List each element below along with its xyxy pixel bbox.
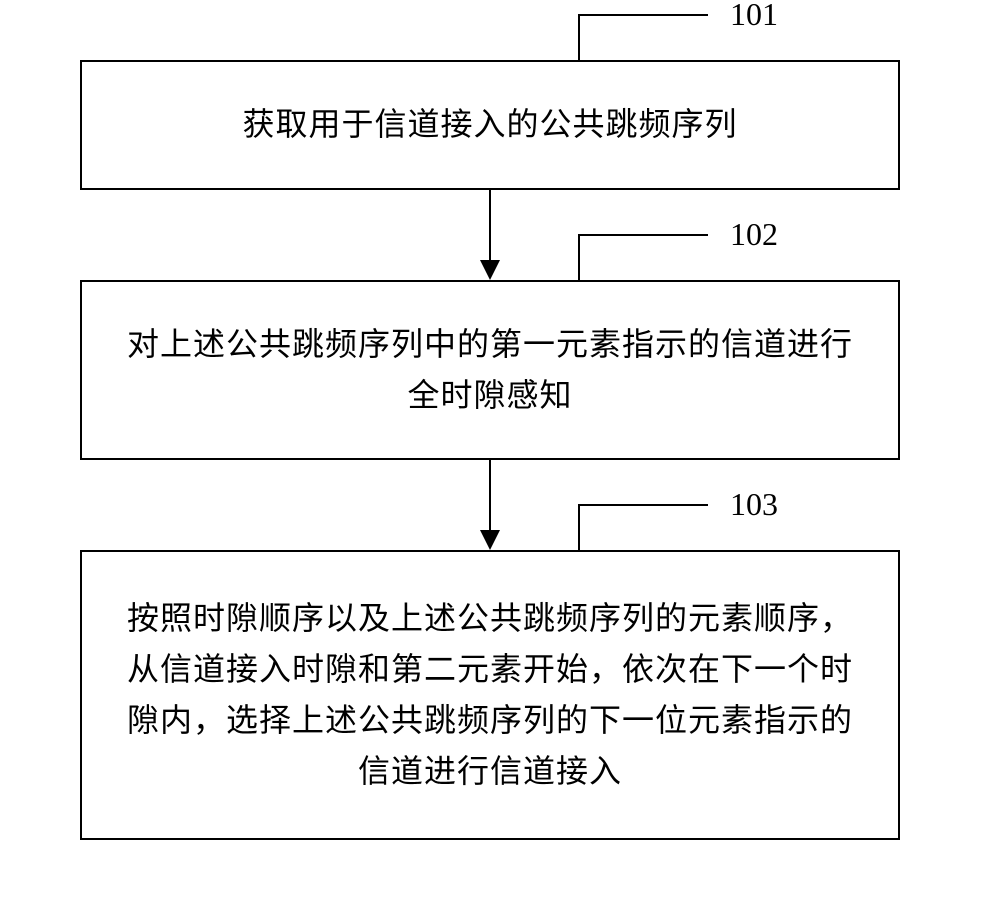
step-number-label: 102 xyxy=(730,216,778,253)
flowchart-step-102: 102 对上述公共跳频序列中的第一元素指示的信道进行全时隙感知 xyxy=(80,280,900,460)
callout-leader-line xyxy=(578,14,708,62)
flowchart-step-103: 103 按照时隙顺序以及上述公共跳频序列的元素顺序，从信道接入时隙和第二元素开始… xyxy=(80,550,900,840)
step-number-label: 101 xyxy=(730,0,778,33)
step-text: 对上述公共跳频序列中的第一元素指示的信道进行全时隙感知 xyxy=(82,299,898,441)
callout-leader-line xyxy=(578,234,708,282)
flowchart-step-101: 101 获取用于信道接入的公共跳频序列 xyxy=(80,60,900,190)
step-label-callout: 103 xyxy=(578,502,778,552)
step-label-callout: 102 xyxy=(578,232,778,282)
step-text: 按照时隙顺序以及上述公共跳频序列的元素顺序，从信道接入时隙和第二元素开始，依次在… xyxy=(82,573,898,818)
arrow-down-icon xyxy=(480,260,500,280)
step-number-label: 103 xyxy=(730,486,778,523)
step-label-callout: 101 xyxy=(578,12,778,62)
arrow-down-icon xyxy=(480,530,500,550)
step-text: 获取用于信道接入的公共跳频序列 xyxy=(212,79,767,170)
callout-leader-line xyxy=(578,504,708,552)
flowchart-container: 101 获取用于信道接入的公共跳频序列 102 对上述公共跳频序列中的第一元素指… xyxy=(80,60,920,840)
connector-line xyxy=(489,190,491,262)
connector-line xyxy=(489,460,491,532)
